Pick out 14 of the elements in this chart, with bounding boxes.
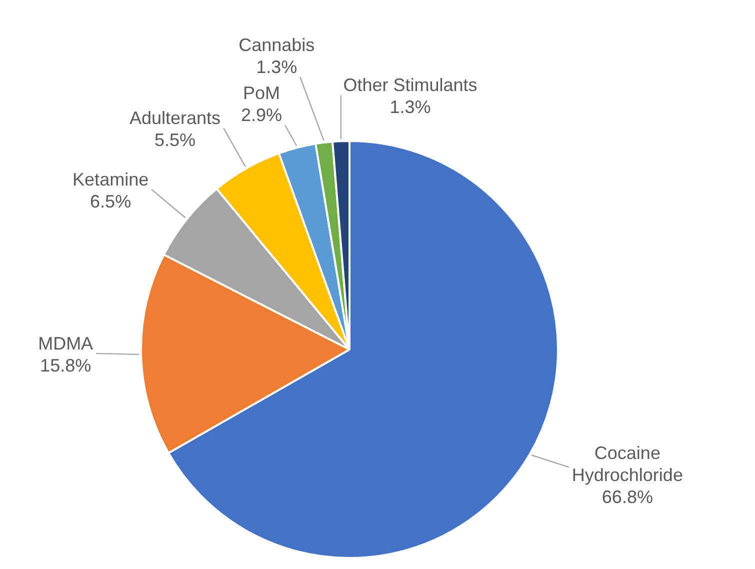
slice-label: Cocaine Hydrochloride <box>572 443 683 486</box>
data-label: 1.3% <box>256 57 298 78</box>
data-label: 1.3% <box>390 97 431 118</box>
slice-label: Adulterants <box>129 108 221 128</box>
slice-label: PoM <box>242 83 280 104</box>
slice-label: MDMA <box>38 333 94 354</box>
slice-label: Other Stimulants <box>343 75 478 96</box>
data-label: 6.5% <box>90 191 132 212</box>
data-label: 2.9% <box>240 105 282 126</box>
data-label: 5.5% <box>154 130 196 150</box>
data-label: 66.8% <box>602 487 653 508</box>
slice-label: Ketamine <box>72 169 149 190</box>
slice-label: Cannabis <box>238 35 315 56</box>
data-label: 15.8% <box>40 355 92 376</box>
